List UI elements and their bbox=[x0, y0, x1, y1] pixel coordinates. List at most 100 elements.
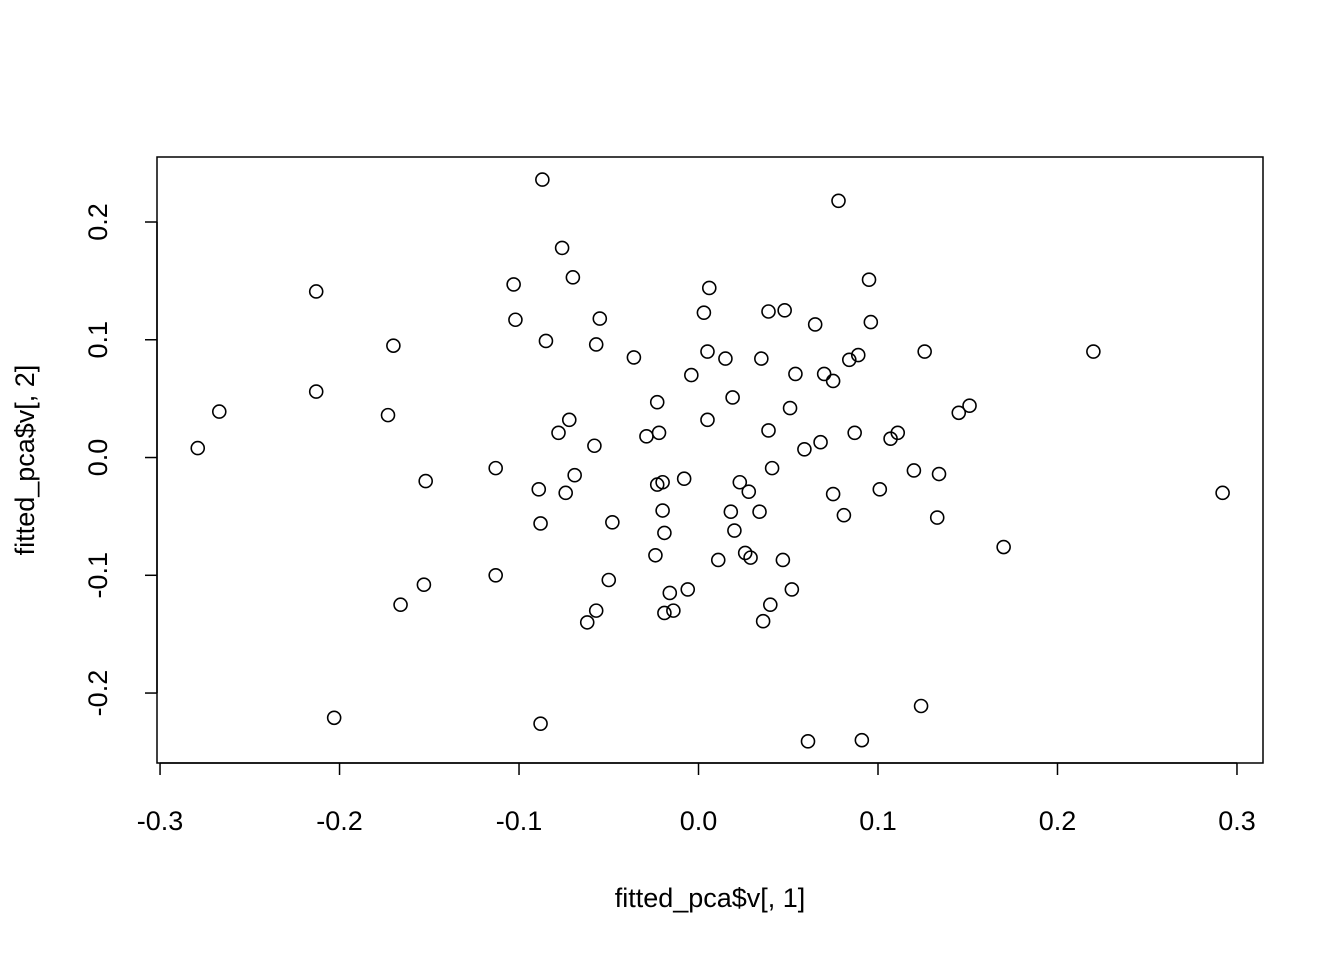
point bbox=[854, 732, 870, 748]
x-tick-label: 0.2 bbox=[1039, 806, 1077, 836]
plot-frame bbox=[156, 156, 1264, 764]
point bbox=[649, 477, 665, 492]
x-tick-label: -0.3 bbox=[137, 806, 184, 836]
point bbox=[816, 366, 832, 382]
point bbox=[588, 337, 604, 352]
x-tick-label: 0.3 bbox=[1218, 806, 1256, 836]
point bbox=[488, 567, 503, 583]
point bbox=[700, 344, 715, 359]
point bbox=[850, 347, 866, 363]
point bbox=[579, 615, 595, 630]
point bbox=[488, 460, 503, 476]
point bbox=[558, 485, 573, 501]
point bbox=[588, 603, 604, 618]
point bbox=[684, 367, 699, 383]
point bbox=[761, 423, 776, 438]
point bbox=[725, 390, 740, 405]
x-tick-label: 0.1 bbox=[859, 806, 897, 836]
point bbox=[508, 312, 523, 328]
point bbox=[825, 373, 841, 389]
point bbox=[813, 434, 828, 450]
point bbox=[797, 441, 812, 457]
point bbox=[554, 240, 570, 256]
x-tick-label: -0.2 bbox=[316, 806, 363, 836]
point bbox=[754, 351, 769, 366]
point bbox=[626, 350, 642, 365]
point bbox=[782, 400, 798, 416]
point bbox=[784, 582, 800, 597]
point bbox=[755, 613, 771, 629]
point bbox=[211, 404, 227, 419]
point bbox=[393, 597, 408, 613]
y-tick-label: 0.2 bbox=[83, 203, 113, 241]
point bbox=[648, 547, 663, 563]
point bbox=[676, 471, 692, 487]
point bbox=[841, 352, 857, 368]
point bbox=[1086, 344, 1101, 359]
point bbox=[761, 304, 776, 319]
point bbox=[929, 510, 945, 525]
point bbox=[533, 716, 548, 731]
point bbox=[657, 605, 672, 621]
y-tick-label: 0.0 bbox=[83, 439, 113, 477]
point bbox=[666, 603, 681, 618]
point bbox=[651, 425, 667, 441]
point bbox=[601, 572, 617, 588]
point bbox=[917, 344, 932, 359]
y-tick-label: -0.2 bbox=[83, 670, 113, 717]
point bbox=[788, 366, 803, 382]
x-axis-title: fitted_pca$v[, 1] bbox=[615, 883, 806, 913]
point bbox=[996, 539, 1011, 555]
point bbox=[308, 384, 324, 399]
point bbox=[872, 482, 888, 497]
point bbox=[326, 710, 342, 726]
point bbox=[592, 311, 608, 326]
point bbox=[506, 277, 521, 292]
point bbox=[777, 303, 792, 318]
point bbox=[380, 407, 396, 423]
point bbox=[743, 550, 758, 565]
y-tick-label: 0.1 bbox=[83, 321, 113, 359]
point bbox=[533, 516, 548, 531]
point bbox=[763, 597, 778, 613]
point bbox=[655, 503, 670, 518]
point bbox=[386, 338, 401, 353]
point bbox=[752, 504, 767, 519]
point bbox=[741, 484, 757, 499]
point bbox=[418, 473, 433, 489]
point bbox=[680, 582, 696, 597]
point bbox=[696, 305, 712, 320]
point bbox=[567, 467, 582, 483]
point bbox=[639, 429, 654, 444]
point bbox=[538, 333, 554, 349]
point bbox=[890, 425, 906, 441]
point bbox=[727, 523, 742, 538]
point bbox=[906, 463, 922, 478]
point bbox=[847, 425, 862, 441]
point bbox=[732, 474, 748, 490]
point bbox=[831, 193, 846, 209]
point bbox=[825, 486, 841, 502]
point bbox=[657, 525, 672, 541]
point bbox=[913, 698, 929, 714]
point bbox=[962, 398, 977, 414]
point bbox=[700, 412, 715, 428]
point bbox=[861, 272, 877, 288]
point bbox=[764, 460, 780, 476]
point bbox=[1215, 485, 1230, 501]
point bbox=[718, 351, 733, 366]
point bbox=[649, 394, 665, 410]
point bbox=[723, 504, 739, 519]
x-tick-label: -0.1 bbox=[496, 806, 543, 836]
point bbox=[308, 284, 324, 299]
point bbox=[416, 577, 432, 593]
point bbox=[531, 482, 547, 497]
point bbox=[863, 314, 879, 330]
y-tick-label: -0.1 bbox=[83, 552, 113, 599]
point bbox=[775, 552, 791, 568]
point bbox=[535, 172, 550, 187]
point bbox=[800, 734, 816, 749]
point bbox=[190, 440, 206, 456]
point bbox=[565, 270, 581, 285]
